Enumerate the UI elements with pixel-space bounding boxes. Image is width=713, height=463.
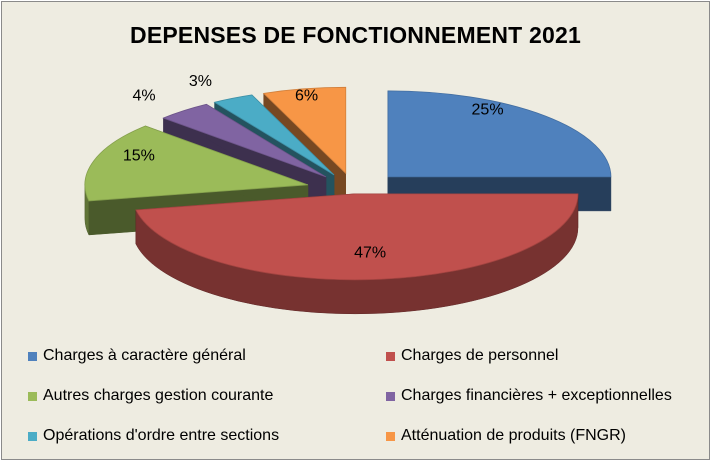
legend-swatch: [386, 391, 395, 401]
legend-item-2: Charges de personnel: [386, 346, 706, 366]
data-label-4: 4%: [132, 87, 155, 104]
legend: Charges à caractère général Charges de pe…: [28, 346, 708, 446]
legend-label: Atténuation de produits (FNGR): [401, 427, 626, 444]
pie-chart: 25% 47% 15% 4% 3% 6%: [84, 73, 612, 315]
legend-label: Opérations d'ordre entre sections: [43, 427, 280, 444]
legend-swatch: [386, 351, 395, 361]
legend-swatch: [28, 391, 37, 401]
data-label-2: 47%: [354, 245, 386, 262]
data-label-3: 15%: [123, 147, 155, 164]
pie-slice-2: [135, 193, 579, 315]
legend-swatch: [28, 351, 37, 361]
legend-swatch: [28, 431, 37, 441]
legend-item-1: Charges à caractère général: [28, 346, 386, 366]
data-label-1: 25%: [472, 102, 504, 119]
data-label-6: 6%: [295, 87, 318, 104]
legend-item-3: Autres charges gestion courante: [28, 386, 386, 406]
chart-title: DEPENSES DE FONCTIONNEMENT 2021: [130, 22, 581, 48]
legend-label: Charges à caractère général: [43, 347, 246, 364]
legend-item-6: Atténuation de produits (FNGR): [386, 426, 706, 446]
legend-label: Charges financières + exceptionnelles: [401, 387, 672, 404]
data-label-5: 3%: [189, 73, 212, 90]
legend-label: Charges de personnel: [401, 347, 559, 364]
legend-swatch: [386, 431, 395, 441]
legend-label: Autres charges gestion courante: [43, 387, 274, 404]
legend-item-4: Charges financières + exceptionnelles: [386, 386, 706, 406]
legend-item-5: Opérations d'ordre entre sections: [28, 426, 386, 446]
